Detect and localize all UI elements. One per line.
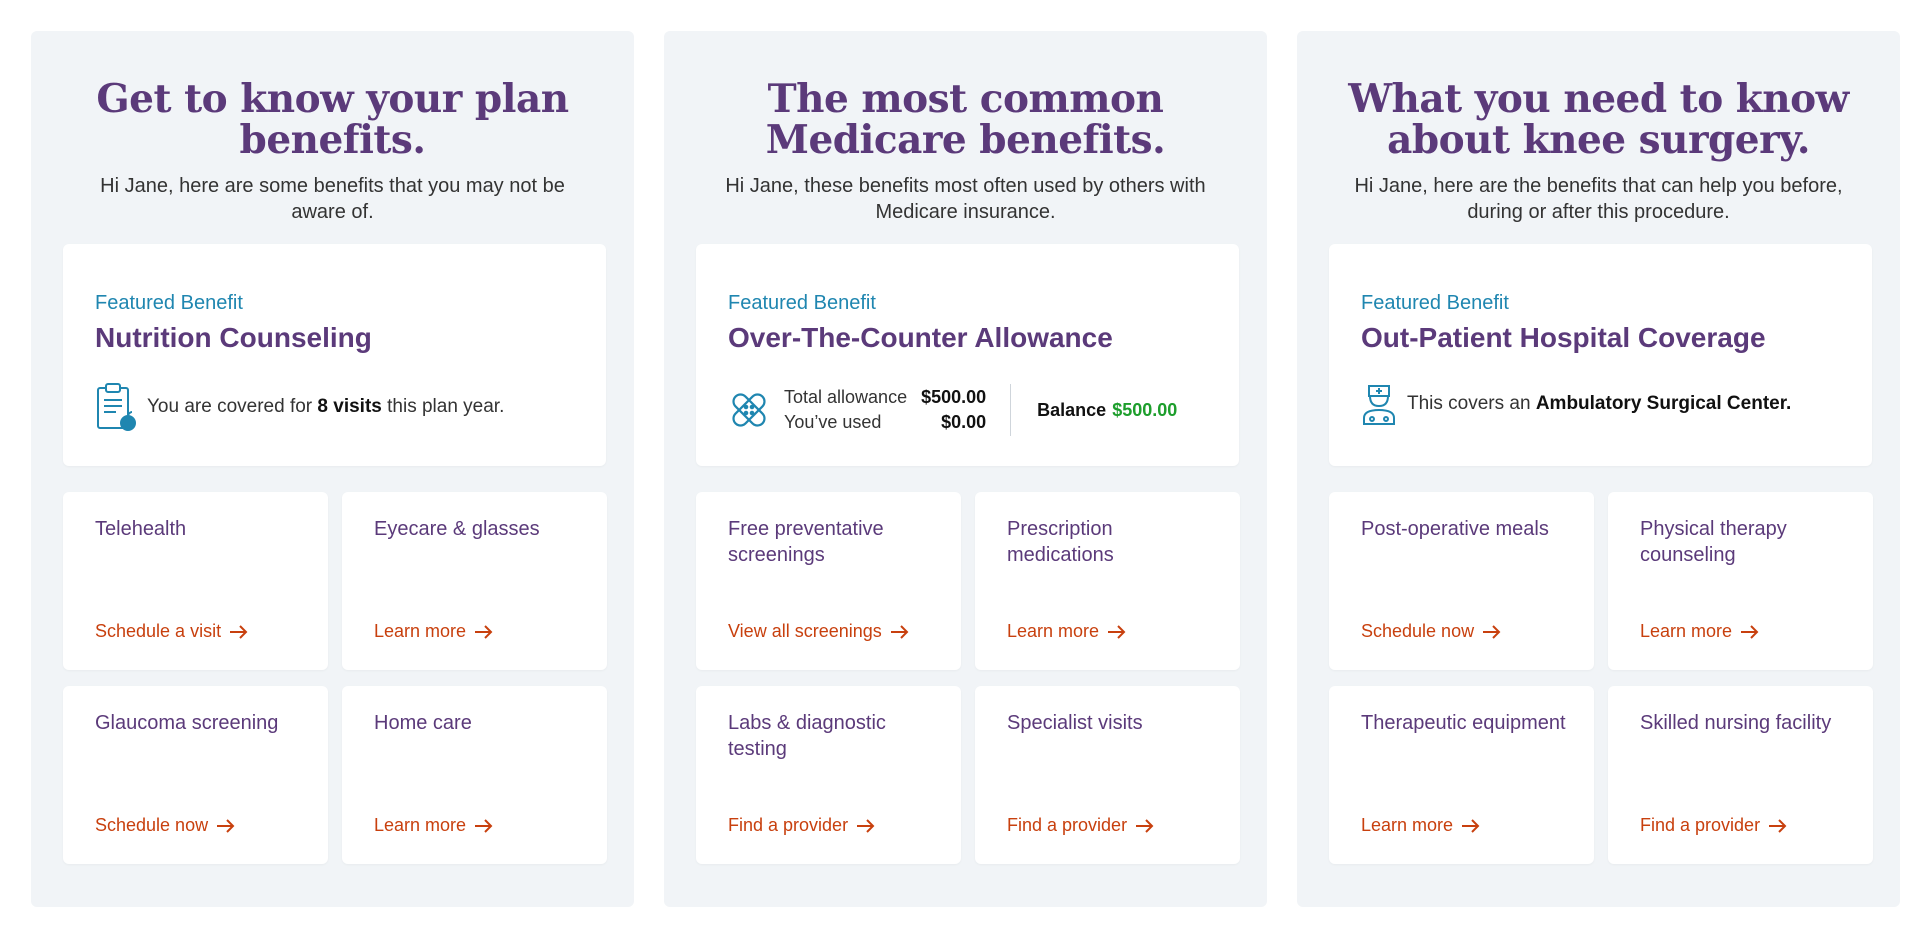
featured-eyebrow: Featured Benefit <box>1361 292 1509 314</box>
benefit-tile[interactable]: Prescription medications Learn more <box>975 492 1240 670</box>
featured-benefit-name: Over-The-Counter Allowance <box>728 322 1113 353</box>
featured-eyebrow: Featured Benefit <box>728 292 876 314</box>
tile-link[interactable]: Learn more <box>1361 815 1481 836</box>
nurse-icon <box>1361 382 1397 426</box>
balance: Balance $500.00 <box>1037 399 1178 420</box>
benefit-tile[interactable]: Specialist visits Find a provider <box>975 686 1240 864</box>
balance-value: $500.00 <box>1112 399 1178 420</box>
tile-link[interactable]: Find a provider <box>1007 815 1155 836</box>
benefits-panel-plan: Get to know your plan benefits. Hi Jane,… <box>31 31 634 907</box>
featured-benefit-detail: You are covered for 8 visits this plan y… <box>95 382 504 432</box>
benefit-tile[interactable]: Telehealth Schedule a visit <box>63 492 328 670</box>
benefit-tile[interactable]: Glaucoma screening Schedule now <box>63 686 328 864</box>
panel-title: Get to know your plan benefits. <box>96 76 569 163</box>
benefits-panel-knee-surgery: What you need to know about knee surgery… <box>1297 31 1900 907</box>
tile-title: Telehealth <box>95 518 187 540</box>
clipboard-apple-icon <box>95 382 137 432</box>
featured-benefit-card[interactable]: Featured Benefit Out-Patient Hospital Co… <box>1329 244 1872 466</box>
tile-title: Physical therapy counseling <box>1640 518 1787 566</box>
tile-link[interactable]: Find a provider <box>1640 815 1788 836</box>
panel-subtitle: Hi Jane, here are the benefits that can … <box>1354 175 1843 223</box>
tile-link[interactable]: Schedule now <box>1361 621 1502 642</box>
benefit-tile[interactable]: Skilled nursing facility Find a provider <box>1608 686 1873 864</box>
tile-title: Specialist visits <box>1007 712 1143 734</box>
arrow-right-icon <box>1769 818 1787 833</box>
total-allowance-value: $500.00 <box>921 387 987 407</box>
benefit-tile[interactable]: Therapeutic equipment Learn more <box>1329 686 1594 864</box>
divider <box>1010 384 1012 436</box>
benefit-tile[interactable]: Post-operative meals Schedule now <box>1329 492 1594 670</box>
arrow-right-icon <box>857 818 875 833</box>
arrow-right-icon <box>1741 624 1759 639</box>
arrow-right-icon <box>217 818 235 833</box>
allowance-amounts: Total allowance $500.00 You’ve used $0.0… <box>784 387 986 433</box>
panel-subtitle: Hi Jane, here are some benefits that you… <box>100 175 565 223</box>
featured-benefit-name: Out-Patient Hospital Coverage <box>1361 322 1766 353</box>
benefit-tile[interactable]: Free preventative screenings View all sc… <box>696 492 961 670</box>
benefits-panel-medicare: The most common Medicare benefits. Hi Ja… <box>664 31 1267 907</box>
featured-benefit-card[interactable]: Featured Benefit Nutrition Counseling Yo… <box>63 244 606 466</box>
tile-title: Therapeutic equipment <box>1361 712 1566 734</box>
arrow-right-icon <box>1483 624 1501 639</box>
tile-link[interactable]: Schedule a visit <box>95 621 249 642</box>
panel-subtitle: Hi Jane, these benefits most often used … <box>725 175 1206 223</box>
arrow-right-icon <box>1136 818 1154 833</box>
total-allowance-label: Total allowance <box>784 387 908 407</box>
tile-link[interactable]: Learn more <box>374 815 494 836</box>
tile-title: Labs & diagnostic testing <box>728 712 886 760</box>
tile-title: Post-operative meals <box>1361 518 1549 540</box>
bandage-icon <box>728 389 770 431</box>
arrow-right-icon <box>1462 818 1480 833</box>
featured-text: This covers an Ambulatory Surgical Cente… <box>1407 393 1792 414</box>
arrow-right-icon <box>890 624 909 639</box>
panel-title: The most common Medicare benefits. <box>765 76 1166 163</box>
tile-title: Eyecare & glasses <box>374 518 540 540</box>
tile-title: Free preventative screenings <box>728 518 884 566</box>
featured-eyebrow: Featured Benefit <box>95 292 243 314</box>
benefit-tile[interactable]: Home care Learn more <box>342 686 607 864</box>
featured-benefit-card[interactable]: Featured Benefit Over-The-Counter Allowa… <box>696 244 1239 466</box>
tile-link[interactable]: Learn more <box>374 621 494 642</box>
tile-link[interactable]: Schedule now <box>95 815 236 836</box>
tile-link[interactable]: Learn more <box>1007 621 1127 642</box>
tile-title: Glaucoma screening <box>95 712 279 734</box>
benefit-tile[interactable]: Eyecare & glasses Learn more <box>342 492 607 670</box>
arrow-right-icon <box>475 818 493 833</box>
benefit-tile[interactable]: Physical therapy counseling Learn more <box>1608 492 1873 670</box>
arrow-right-icon <box>230 624 248 639</box>
benefit-tile[interactable]: Labs & diagnostic testing Find a provide… <box>696 686 961 864</box>
tile-link[interactable]: View all screenings <box>728 621 910 642</box>
tile-title: Skilled nursing facility <box>1640 712 1832 734</box>
arrow-right-icon <box>1108 624 1126 639</box>
tile-title: Home care <box>374 712 472 734</box>
used-value: $0.00 <box>941 412 987 432</box>
tile-link[interactable]: Find a provider <box>728 815 876 836</box>
used-label: You’ve used <box>784 412 882 432</box>
featured-text: You are covered for 8 visits this plan y… <box>147 396 505 417</box>
tile-title: Prescription medications <box>1007 518 1114 566</box>
allowance-summary: Total allowance $500.00 You’ve used $0.0… <box>728 382 1215 438</box>
panel-title: What you need to know about knee surgery… <box>1348 76 1849 163</box>
featured-benefit-detail: This covers an Ambulatory Surgical Cente… <box>1361 382 1791 426</box>
arrow-right-icon <box>475 624 493 639</box>
featured-benefit-name: Nutrition Counseling <box>95 322 372 353</box>
tile-link[interactable]: Learn more <box>1640 621 1760 642</box>
